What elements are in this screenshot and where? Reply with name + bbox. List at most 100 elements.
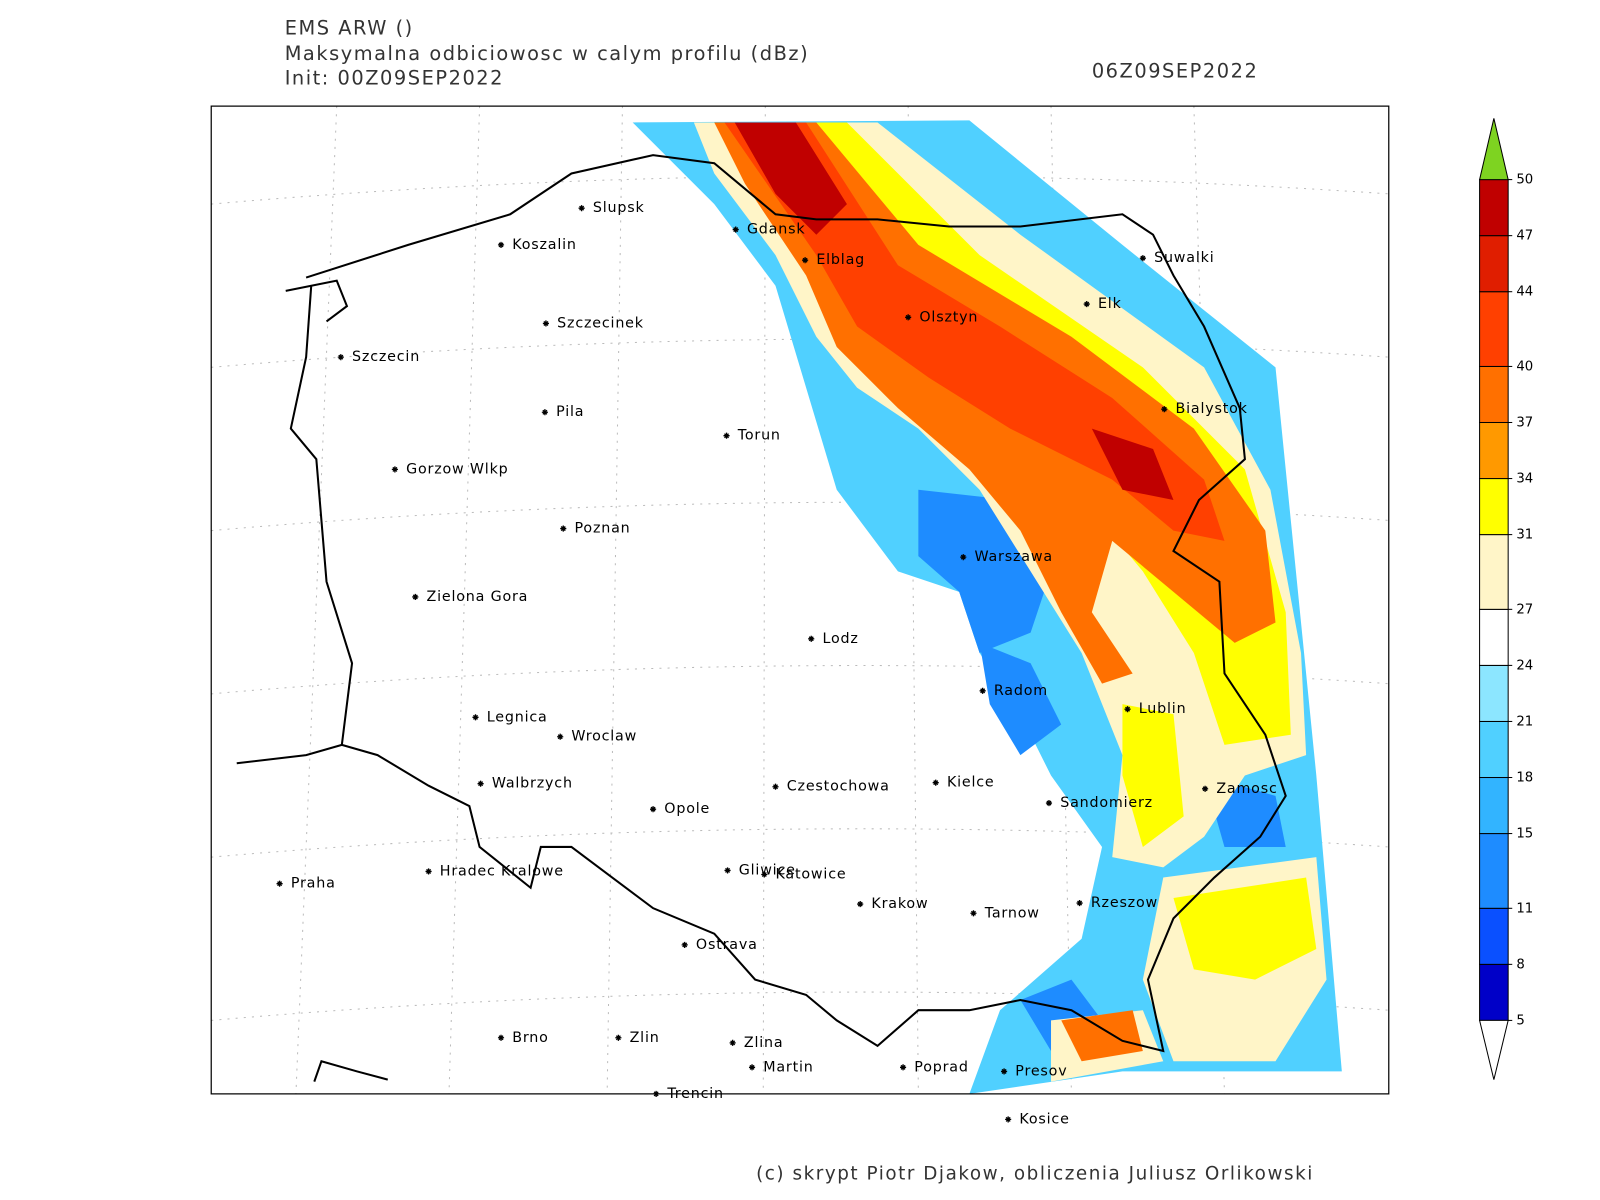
city-marker — [557, 733, 564, 740]
city-label: Koszalin — [512, 237, 577, 253]
city-marker — [1076, 900, 1083, 907]
city-label: Opole — [664, 801, 710, 817]
colorbar-label: 47 — [1516, 229, 1533, 244]
city-label: Elk — [1098, 296, 1122, 312]
city-label: Krakow — [871, 896, 928, 912]
city-marker — [541, 409, 548, 416]
city-label: Presov — [1015, 1063, 1067, 1079]
city-marker — [337, 354, 344, 361]
city-label: Pila — [556, 404, 584, 420]
city-marker — [932, 779, 939, 786]
colorbar-segment — [1479, 478, 1509, 536]
city-label: Gorzow Wlkp — [406, 461, 508, 477]
city-marker — [802, 257, 809, 264]
city-marker — [1202, 785, 1209, 792]
city-label: Bialystok — [1176, 401, 1248, 417]
city-marker — [497, 241, 505, 248]
city-label: Zielona Gora — [427, 589, 529, 605]
city-marker — [681, 941, 688, 948]
city-label: Lublin — [1139, 701, 1187, 717]
colorbar-segment — [1479, 534, 1509, 610]
city-marker — [650, 806, 657, 813]
city-markers — [276, 205, 1209, 1075]
city-label: Elblag — [816, 252, 865, 268]
colorbar-segment — [1479, 608, 1509, 666]
city-label: Zlin — [630, 1030, 660, 1046]
colorbar-label: 44 — [1516, 285, 1533, 300]
city-marker — [542, 320, 549, 327]
city-labels: Slupsk Koszalin Szczecinek Szczecin Pila Toru… — [291, 200, 1277, 1079]
city-label: Slupsk — [593, 200, 645, 216]
city-marker — [1005, 1116, 1012, 1123]
city-label: Poprad — [914, 1059, 968, 1075]
city-marker — [857, 901, 864, 908]
city-label: Czestochowa — [787, 779, 890, 795]
colorbar: 5 8 11 15 18 21 24 27 31 34 37 40 44 47 50 — [1478, 118, 1533, 1080]
city-label: Szczecinek — [557, 315, 644, 331]
colorbar-above — [1478, 118, 1509, 181]
city-marker — [900, 1064, 907, 1071]
city-marker — [970, 910, 977, 917]
city-marker — [1001, 1068, 1008, 1075]
valid-time: 06Z09SEP2022 — [1092, 60, 1258, 83]
city-marker — [578, 205, 585, 212]
city-marker — [1161, 406, 1168, 413]
reflectivity — [632, 120, 1342, 1094]
city-label: Legnica — [487, 709, 548, 725]
colorbar-below — [1478, 1019, 1509, 1080]
colorbar-label: 37 — [1516, 415, 1533, 430]
city-marker — [960, 554, 967, 561]
city-label: Szczecin — [352, 349, 420, 365]
colorbar-segment — [1479, 907, 1509, 965]
city-label: Poznan — [574, 521, 630, 537]
city-label: Olsztyn — [919, 309, 978, 325]
city-label: Zamosc — [1216, 781, 1277, 797]
city-marker — [729, 1039, 736, 1046]
colorbar-segment — [1479, 365, 1509, 424]
city-marker — [761, 871, 768, 878]
city-label: Suwalki — [1154, 250, 1214, 266]
credit: (c) skrypt Piotr Djakow, obliczenia Juli… — [756, 1164, 1314, 1185]
colorbar-segment — [1479, 963, 1509, 1021]
colorbar-label: 27 — [1516, 602, 1533, 617]
city-label: Radom — [994, 683, 1048, 699]
field-title: Maksymalna odbiciowosc w calym profilu (… — [285, 42, 810, 65]
colorbar-segment — [1479, 664, 1509, 722]
colorbar-label: 11 — [1516, 901, 1533, 916]
city-label: Sandomierz — [1060, 795, 1153, 811]
city-label: Wroclaw — [571, 729, 637, 745]
city-marker — [472, 714, 479, 721]
city-marker — [425, 868, 432, 875]
city-marker — [1124, 706, 1131, 713]
city-label: Kielce — [947, 775, 995, 791]
city-label: Torun — [737, 428, 781, 444]
city-marker — [732, 226, 739, 233]
model-title: EMS ARW () — [285, 17, 414, 40]
colorbar-label: 40 — [1516, 359, 1533, 374]
city-label: Rzeszow — [1091, 895, 1158, 911]
city-marker — [276, 880, 283, 887]
city-marker — [979, 687, 986, 694]
map-frame — [210, 105, 1390, 1095]
colorbar-segment — [1479, 421, 1509, 480]
city-label: Martin — [763, 1059, 813, 1075]
city-marker — [723, 432, 730, 439]
city-label: Tarnow — [984, 905, 1040, 921]
city-marker — [724, 867, 731, 874]
colorbar-label: 21 — [1516, 714, 1533, 729]
city-label: Warszawa — [974, 549, 1052, 565]
city-marker — [905, 314, 912, 321]
city-marker — [1045, 800, 1053, 807]
city-marker — [560, 525, 567, 532]
colorbar-label: 31 — [1516, 528, 1533, 543]
colorbar-segment — [1479, 179, 1509, 237]
city-label: Zlina — [744, 1035, 784, 1051]
init-time: Init: 00Z09SEP2022 — [285, 67, 504, 90]
colorbar-label: 24 — [1516, 658, 1533, 673]
city-label: Ostrava — [696, 937, 758, 953]
colorbar-label: 18 — [1516, 771, 1533, 786]
city-label: Praha — [291, 876, 336, 892]
colorbar-label: 15 — [1516, 827, 1533, 842]
colorbar-segment — [1479, 291, 1509, 367]
borders — [236, 154, 1287, 1082]
